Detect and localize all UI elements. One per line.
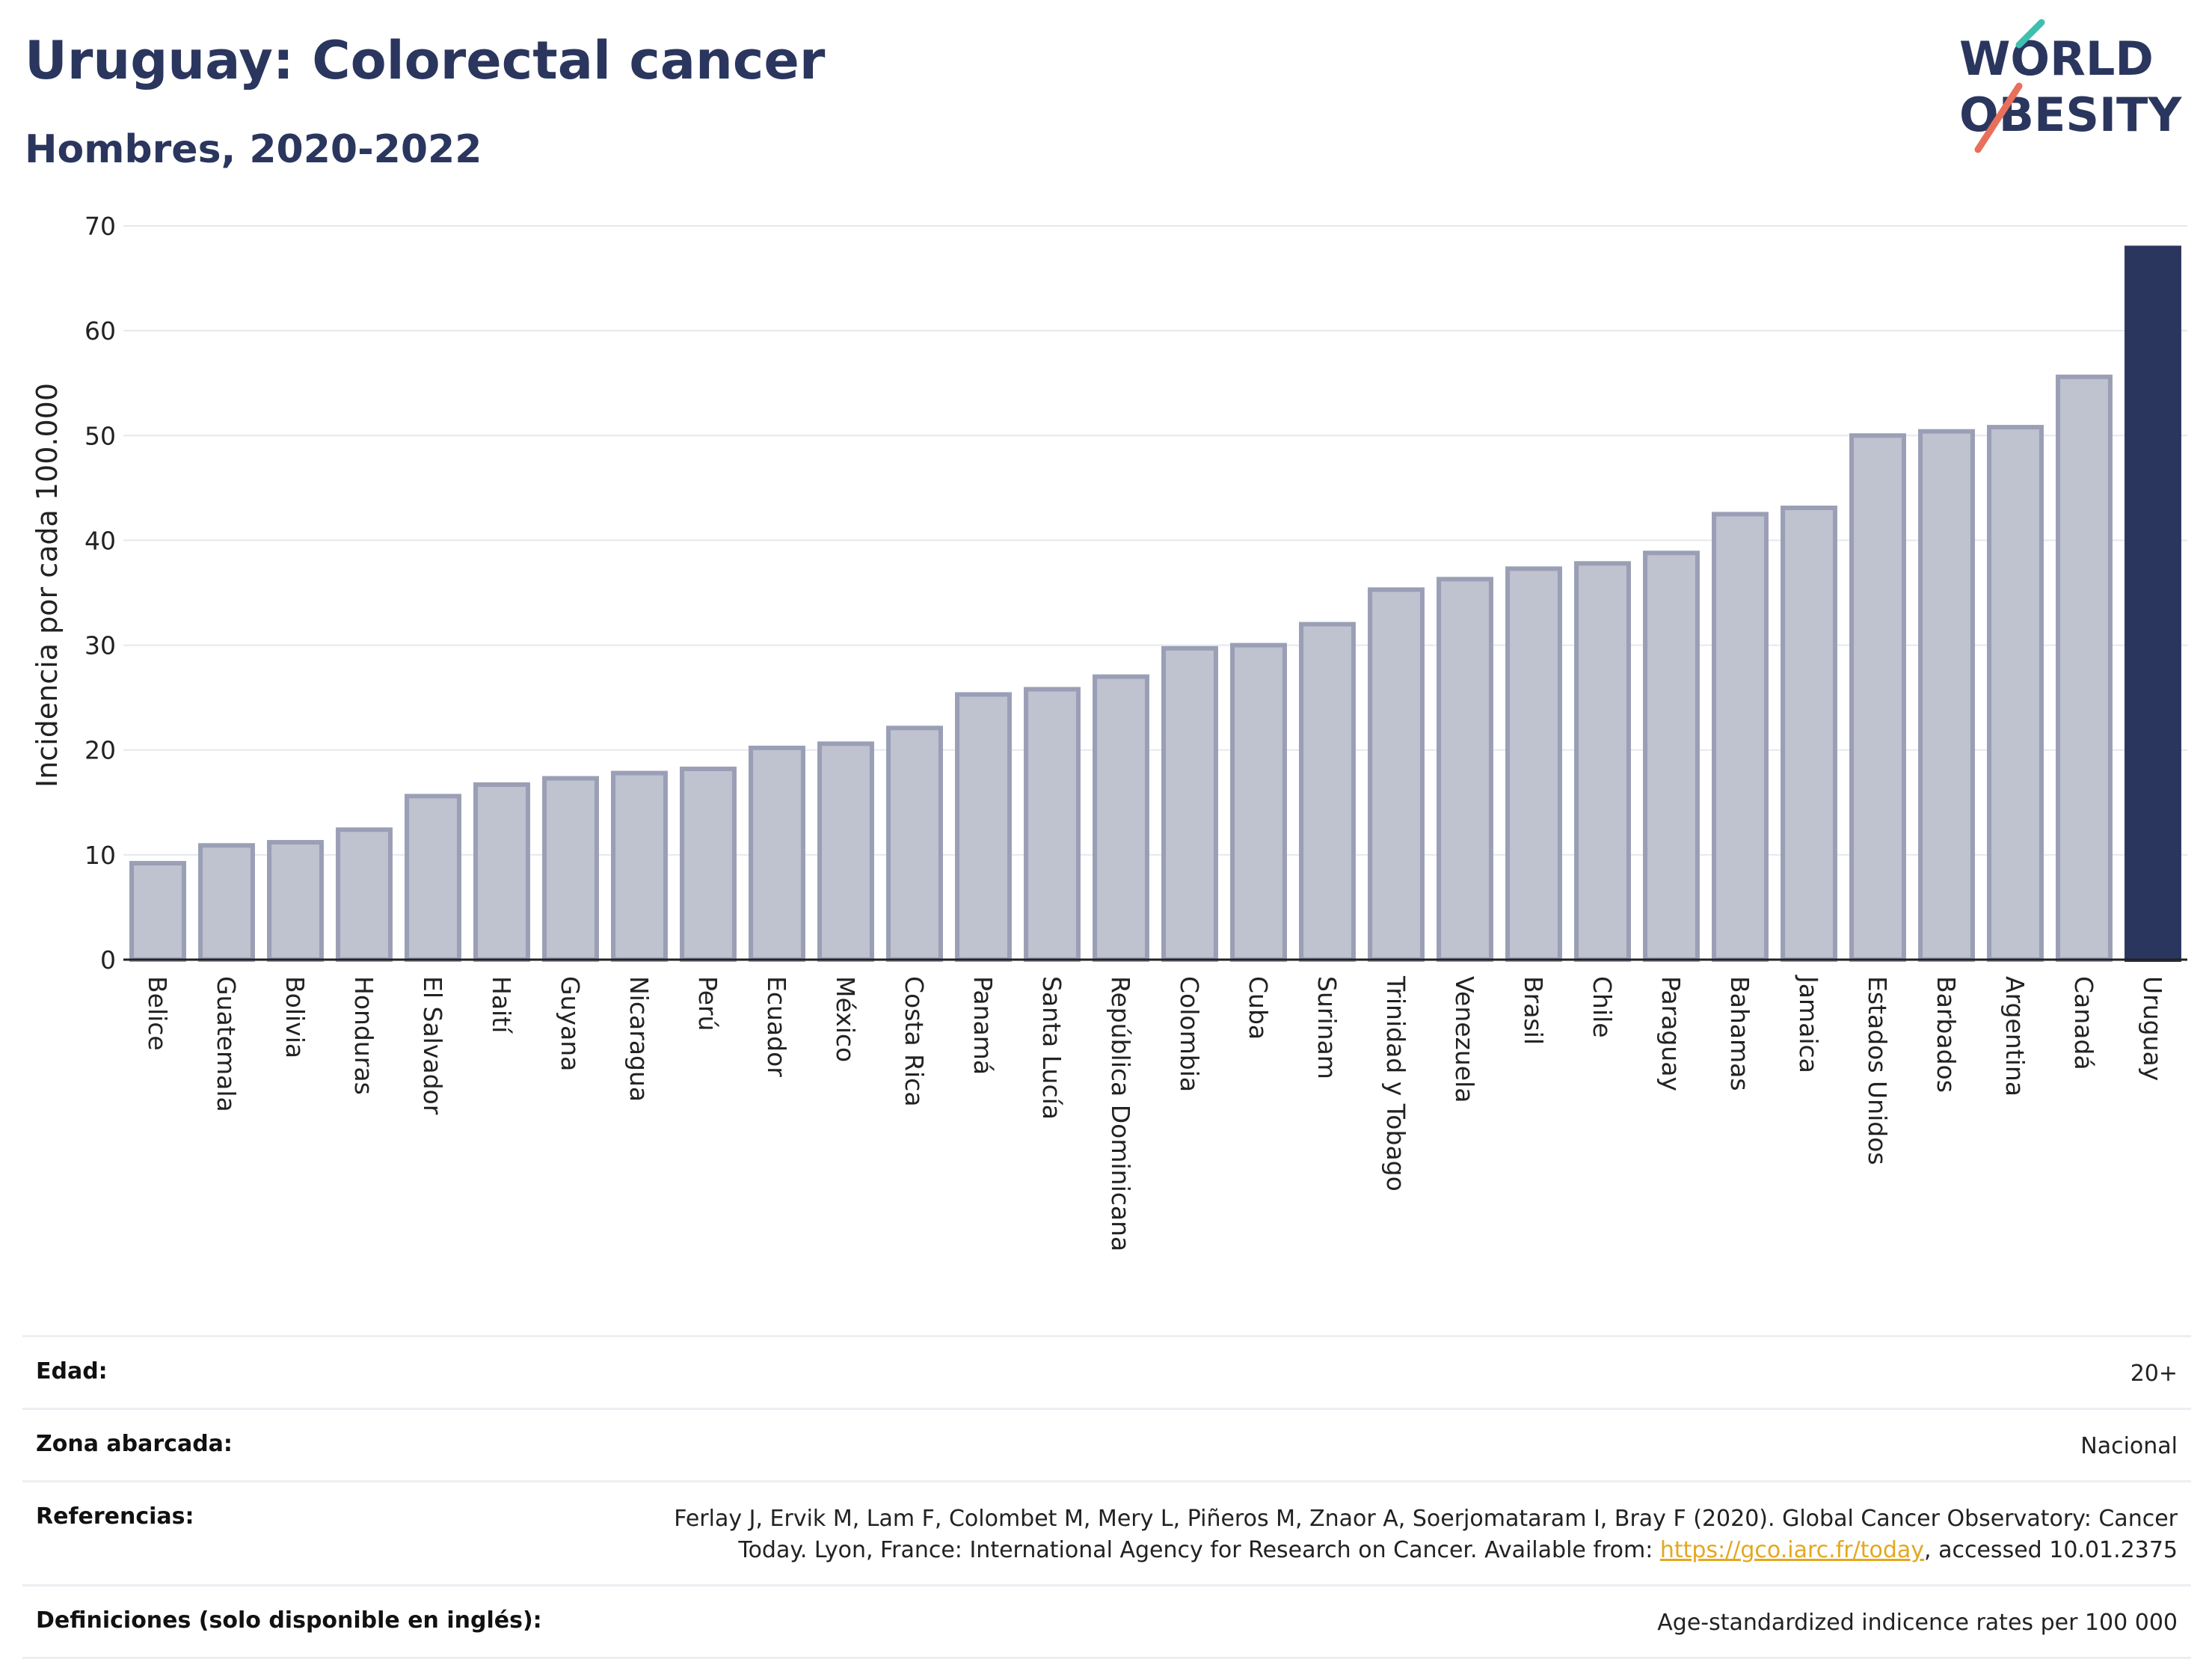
bar-panamá	[955, 692, 1012, 963]
y-tick-label: 20	[85, 736, 116, 765]
x-tick-label: Venezuela	[1450, 976, 1479, 1103]
chart-subtitle: Hombres, 2020-2022	[25, 127, 482, 172]
x-tick-label: Guyana	[556, 976, 585, 1071]
x-tick-label: Barbados	[1932, 976, 1961, 1093]
bar-chart: 0 10 20 30 40 50 60 70 Belice Guatemala Bolivia Ho…	[31, 212, 2187, 1251]
bar-surinam	[1299, 622, 1356, 962]
bar-ecuador	[749, 745, 805, 962]
bar-colombia	[1161, 645, 1218, 962]
x-tick-label: Guatemala	[212, 976, 241, 1112]
x-tick-label: México	[831, 976, 860, 1062]
bar-estados-unidos	[1849, 433, 1906, 962]
bars	[129, 245, 2181, 963]
bar-uruguay	[2125, 245, 2181, 962]
y-tick-label: 10	[85, 841, 116, 870]
bar-bahamas	[1712, 512, 1769, 962]
world-obesity-logo: WORLD OBESITY	[1959, 19, 2182, 153]
bar-belice	[129, 861, 186, 963]
references-link[interactable]: https://gco.iarc.fr/today	[1659, 1537, 1925, 1563]
logo-slash-teal	[2015, 19, 2045, 49]
bar-haití	[473, 782, 530, 962]
bar-el-salvador	[405, 794, 461, 963]
y-tick-label: 30	[85, 631, 116, 660]
y-tick-label: 0	[100, 945, 116, 975]
x-tick-label: Honduras	[349, 976, 378, 1095]
bar-brasil	[1505, 566, 1562, 962]
y-tick-label: 70	[85, 212, 116, 241]
x-tick-label: El Salvador	[418, 976, 447, 1115]
x-tick-label: Surinam	[1312, 976, 1342, 1079]
grid-lines	[123, 225, 2187, 856]
metadata-table: Edad: 20+ Zona abarcada: Nacional Refere…	[22, 1335, 2191, 1659]
x-tick-label: Bolivia	[280, 976, 310, 1058]
logo-line2: OBESITY	[1959, 88, 2182, 142]
x-tick-label: Ecuador	[762, 976, 791, 1077]
y-axis-title: Incidencia por cada 100.000	[31, 383, 64, 788]
bar-guatemala	[198, 843, 255, 962]
meta-row-zone: Zona abarcada: Nacional	[22, 1408, 2191, 1480]
definitions-value: Age-standardized indicence rates per 100…	[1657, 1610, 2178, 1636]
meta-row-definitions: Definiciones (solo disponible en inglés)…	[22, 1584, 2191, 1659]
x-tick-label: Nicaragua	[624, 976, 654, 1102]
bar-chile	[1574, 561, 1631, 962]
bar-argentina	[1987, 425, 2044, 962]
meta-row-age: Edad: 20+	[22, 1335, 2191, 1408]
x-tick-label: Belice	[143, 976, 172, 1051]
definitions-label: Definiciones (solo disponible en inglés)…	[36, 1607, 542, 1634]
bar-venezuela	[1437, 577, 1493, 962]
x-tick-label: Panamá	[968, 976, 998, 1075]
bar-honduras	[336, 827, 393, 963]
x-tick-label: Colombia	[1175, 976, 1204, 1092]
bar-jamaica	[1781, 505, 1837, 962]
x-tick-label: Perú	[693, 976, 722, 1031]
x-tick-label: Argentina	[2000, 976, 2030, 1097]
bar-canadá	[2056, 374, 2113, 962]
x-tick-label: Paraguay	[1656, 976, 1686, 1091]
x-tick-label: Chile	[1588, 976, 1617, 1038]
x-tick-label: Brasil	[1519, 976, 1548, 1045]
x-tick-label: Costa Rica	[900, 976, 929, 1107]
bar-guyana	[542, 776, 599, 962]
y-tick-label: 40	[85, 526, 116, 555]
references-label: Referencias:	[36, 1503, 194, 1530]
x-tick-label: Cuba	[1244, 976, 1273, 1040]
bar-nicaragua	[611, 770, 668, 962]
x-axis-labels: Belice Guatemala Bolivia Honduras El Salvado…	[143, 975, 2167, 1251]
y-tick-label: 50	[85, 421, 116, 450]
bar-costa-rica	[886, 726, 943, 963]
x-tick-label: Haití	[487, 976, 516, 1034]
zone-value: Nacional	[2080, 1433, 2178, 1459]
x-tick-label: Santa Lucía	[1037, 976, 1066, 1120]
references-accessed: , accessed 10.01.2375	[1924, 1537, 2178, 1563]
references-text: Ferlay J, Ervik M, Lam F, Colombet M, Me…	[674, 1506, 2178, 1563]
references-value: Ferlay J, Ervik M, Lam F, Colombet M, Me…	[607, 1503, 2178, 1566]
x-tick-label: Uruguay	[2138, 976, 2167, 1081]
bar-paraguay	[1643, 551, 1700, 962]
bar-santa-lucía	[1024, 687, 1081, 963]
x-tick-label: Jamaica	[1794, 975, 1823, 1073]
bar-bolivia	[267, 840, 324, 963]
zone-label: Zona abarcada:	[36, 1431, 233, 1457]
bar-perú	[680, 766, 737, 962]
age-label: Edad:	[36, 1358, 108, 1384]
x-tick-label: República Dominicana	[1106, 976, 1135, 1251]
logo-slash-red	[1974, 82, 2023, 153]
age-value: 20+	[2130, 1361, 2178, 1387]
x-tick-label: Bahamas	[1725, 976, 1754, 1091]
bar-cuba	[1230, 643, 1287, 962]
bar-barbados	[1918, 429, 1975, 962]
meta-row-references: Referencias: Ferlay J, Ervik M, Lam F, C…	[22, 1480, 2191, 1584]
x-tick-label: Estados Unidos	[1863, 976, 1892, 1165]
bar-méxico	[817, 741, 874, 962]
bar-trinidad-y-tobago	[1368, 587, 1425, 962]
y-tick-label: 60	[85, 316, 116, 346]
y-axis-ticks: 0 10 20 30 40 50 60 70	[85, 212, 116, 975]
logo-line1: WORLD	[1959, 31, 2154, 86]
chart-title: Uruguay: Colorectal cancer	[25, 30, 826, 91]
bar-república-dominicana	[1093, 674, 1149, 962]
x-tick-label: Trinidad y Tobago	[1381, 975, 1410, 1192]
x-tick-label: Canadá	[2069, 976, 2098, 1070]
